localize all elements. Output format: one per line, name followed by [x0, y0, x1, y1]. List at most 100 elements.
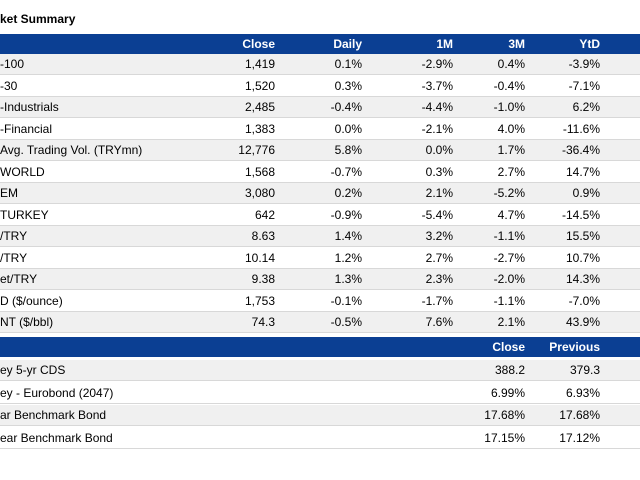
cell-value: 1,753	[244, 293, 275, 308]
row-label: ear Benchmark Bond	[0, 430, 113, 445]
cell-value: -0.9%	[330, 207, 362, 222]
cell-value: -0.5%	[330, 315, 362, 329]
cell-value: 17.15%	[484, 430, 525, 445]
row-label: et/TRY	[0, 272, 38, 286]
cell-value: 4.7%	[497, 207, 525, 222]
cell-value: -5.2%	[493, 186, 525, 200]
cell-value: -14.5%	[561, 207, 600, 222]
row-label: ey - Eurobond (2047)	[0, 385, 114, 400]
row-label: TURKEY	[0, 207, 49, 222]
cell-value: 5.8%	[334, 143, 362, 157]
row-label: NT ($/bbl)	[0, 315, 54, 329]
row-label: D ($/ounce)	[0, 293, 63, 308]
column-header: Close	[242, 37, 275, 51]
cell-value: -2.0%	[493, 272, 525, 286]
cell-value: -0.7%	[330, 164, 362, 179]
cell-value: 1.4%	[334, 229, 362, 243]
cell-value: 17.68%	[484, 408, 525, 422]
cell-value: 17.68%	[559, 408, 600, 422]
cell-value: -1.1%	[493, 293, 525, 308]
table-row: -30 1,520 0.3% -3.7% -0.4% -7.1%	[0, 76, 640, 97]
cell-value: 14.7%	[565, 164, 600, 179]
cell-value: -1.1%	[493, 229, 525, 243]
table-row: -Industrials 2,485 -0.4% -4.4% -1.0% 6.2%	[0, 97, 640, 118]
table-row: /TRY 10.14 1.2% 2.7% -2.7% 10.7%	[0, 248, 640, 269]
cell-value: 14.3%	[565, 272, 600, 286]
cell-value: 3.2%	[425, 229, 453, 243]
cell-value: -7.1%	[568, 78, 600, 93]
column-header: Daily	[333, 37, 362, 51]
cell-value: 7.6%	[425, 315, 453, 329]
cell-value: 0.9%	[572, 186, 600, 200]
cell-value: 15.5%	[565, 229, 600, 243]
cell-value: 2.7%	[497, 164, 525, 179]
cell-value: 2.1%	[497, 315, 525, 329]
row-label: -100	[0, 57, 25, 71]
table-row: /TRY 8.63 1.4% 3.2% -1.1% 15.5%	[0, 226, 640, 247]
column-header: 3M	[508, 37, 525, 51]
cell-value: 3,080	[244, 186, 275, 200]
cell-value: 0.1%	[334, 57, 362, 71]
row-label: -30	[0, 78, 18, 93]
row-label: EM	[0, 186, 18, 200]
table-row: ar Benchmark Bond 17.68% 17.68%	[0, 405, 640, 426]
cell-value: -0.4%	[493, 78, 525, 93]
header-bar: Close Daily 1M 3M YtD	[0, 34, 640, 54]
table-row: D ($/ounce) 1,753 -0.1% -1.7% -1.1% -7.0%	[0, 291, 640, 312]
cell-value: -1.7%	[421, 293, 453, 308]
cell-value: 1.2%	[334, 250, 362, 265]
table-row: NT ($/bbl) 74.3 -0.5% 7.6% 2.1% 43.9%	[0, 312, 640, 333]
cell-value: 74.3	[251, 315, 275, 329]
cell-value: 0.3%	[334, 78, 362, 93]
column-header: Previous	[549, 340, 600, 354]
cell-value: 1,383	[244, 121, 275, 136]
table-row: et/TRY 9.38 1.3% 2.3% -2.0% 14.3%	[0, 269, 640, 290]
cell-value: 2.1%	[425, 186, 453, 200]
title: ket Summary	[0, 12, 76, 26]
row-label: WORLD	[0, 164, 45, 179]
table-row: ey 5-yr CDS 388.2 379.3	[0, 360, 640, 381]
table-row: Avg. Trading Vol. (TRYmn) 12,776 5.8% 0.0% 1…	[0, 140, 640, 161]
cell-value: 2.3%	[425, 272, 453, 286]
cell-value: 17.12%	[559, 430, 600, 445]
row-label: ey 5-yr CDS	[0, 363, 66, 377]
cell-value: 9.38	[251, 272, 275, 286]
cell-value: -1.0%	[493, 100, 525, 114]
cell-value: 4.0%	[497, 121, 525, 136]
header-bar: Close Previous	[0, 337, 640, 357]
row-label: /TRY	[0, 250, 28, 265]
table-row: EM 3,080 0.2% 2.1% -5.2% 0.9%	[0, 183, 640, 204]
cell-value: 8.63	[251, 229, 275, 243]
cell-value: 388.2	[494, 363, 525, 377]
cell-value: 2,485	[244, 100, 275, 114]
column-header: Close	[492, 340, 525, 354]
table-row: -100 1,419 0.1% -2.9% 0.4% -3.9%	[0, 54, 640, 75]
row-label: -Industrials	[0, 100, 59, 114]
cell-value: 0.2%	[334, 186, 362, 200]
cell-value: 0.4%	[497, 57, 525, 71]
cell-value: -7.0%	[568, 293, 600, 308]
table-row: -Financial 1,383 0.0% -2.1% 4.0% -11.6%	[0, 119, 640, 140]
cell-value: 2.7%	[425, 250, 453, 265]
cell-value: 1,568	[244, 164, 275, 179]
cell-value: 43.9%	[565, 315, 600, 329]
table-row: ear Benchmark Bond 17.15% 17.12%	[0, 428, 640, 449]
row-label: /TRY	[0, 229, 28, 243]
column-header: YtD	[579, 37, 600, 51]
row-label: Avg. Trading Vol. (TRYmn)	[0, 143, 143, 157]
cell-value: 1.3%	[334, 272, 362, 286]
table-row: ey - Eurobond (2047) 6.99% 6.93%	[0, 383, 640, 404]
cell-value: 642	[254, 207, 275, 222]
cell-value: 0.0%	[334, 121, 362, 136]
cell-value: -11.6%	[562, 121, 600, 136]
cell-value: 6.2%	[572, 100, 600, 114]
cell-value: 0.3%	[425, 164, 453, 179]
cell-value: -36.4%	[561, 143, 600, 157]
cell-value: 1,520	[244, 78, 275, 93]
cell-value: -0.1%	[330, 293, 362, 308]
cell-value: -3.9%	[568, 57, 600, 71]
table-row: TURKEY 642 -0.9% -5.4% 4.7% -14.5%	[0, 205, 640, 226]
cell-value: 6.99%	[490, 385, 525, 400]
cell-value: -3.7%	[421, 78, 453, 93]
